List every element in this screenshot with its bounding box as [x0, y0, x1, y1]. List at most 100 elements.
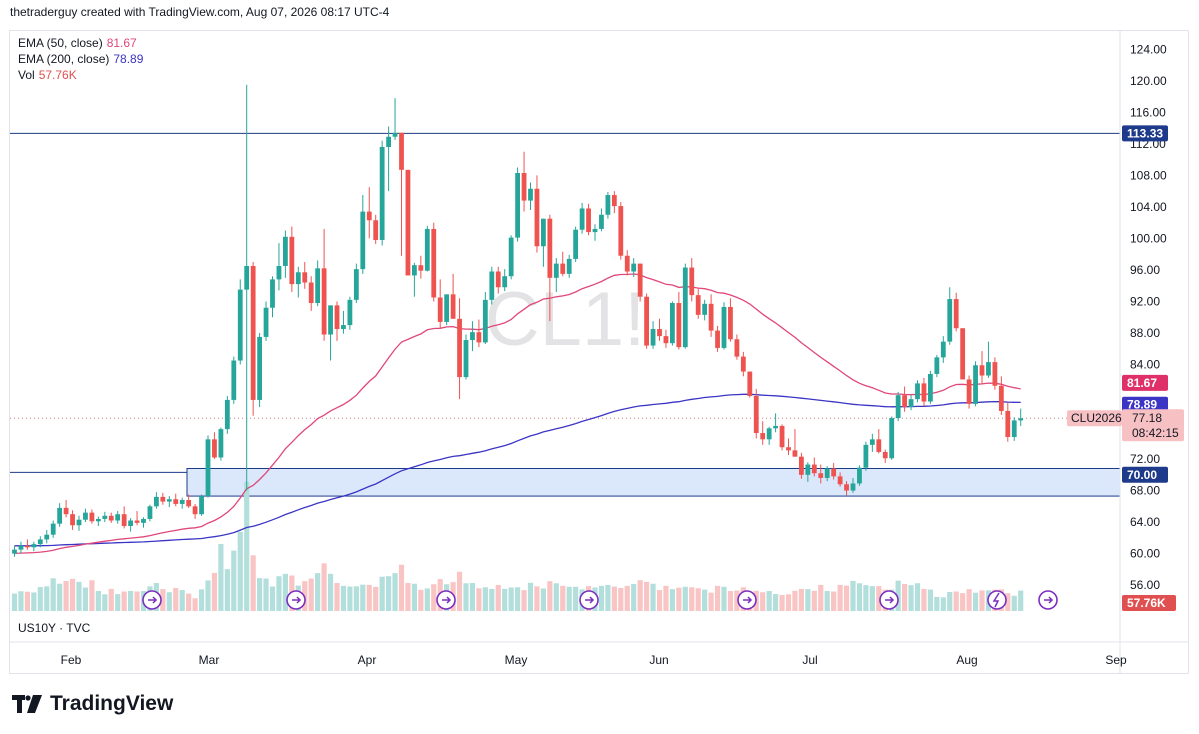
ema50-price-tag-text: 81.67 [1127, 376, 1157, 390]
candle-body [334, 305, 340, 330]
candle [657, 318, 662, 341]
event-marker-icon[interactable] [879, 590, 899, 610]
time-tick-label: Jun [649, 653, 668, 667]
candle [25, 539, 30, 550]
candle-body [379, 146, 385, 240]
candle-body [224, 399, 230, 430]
candle [992, 357, 998, 390]
volume-bar [334, 583, 340, 611]
candle-body [599, 214, 604, 229]
candle-body [947, 299, 953, 342]
event-marker-glyph [885, 596, 895, 604]
candle-body [573, 229, 579, 259]
event-marker-icon[interactable] [142, 590, 162, 610]
volume-bar [650, 583, 656, 611]
candle [528, 182, 533, 211]
candle [695, 288, 701, 319]
price-tick-label: 96.00 [1130, 263, 1160, 277]
candle [360, 195, 366, 274]
candle [637, 263, 643, 302]
candle [805, 462, 811, 482]
candle [579, 202, 585, 234]
candle [811, 457, 817, 477]
candle [618, 202, 624, 260]
candle [179, 497, 185, 509]
candle [676, 291, 682, 350]
candle [1011, 417, 1017, 441]
candle [37, 536, 43, 548]
candle-body [276, 265, 282, 280]
tradingview-logo[interactable]: TradingView [12, 692, 173, 716]
candle-body [328, 305, 333, 335]
volume-bar [534, 586, 540, 611]
volume-bar [205, 580, 211, 611]
candle-body [121, 514, 127, 527]
candle [928, 370, 933, 404]
legend-ema50[interactable]: EMA (50, close) 81.67 [18, 35, 143, 51]
candle-body [154, 496, 159, 507]
candle [283, 230, 288, 278]
legend-ema200[interactable]: EMA (200, close) 78.89 [18, 51, 143, 67]
candle-body [160, 496, 166, 502]
candle-body [773, 425, 778, 429]
candle-body [998, 385, 1004, 411]
candle [276, 243, 282, 291]
volume-bar [115, 594, 121, 611]
volume-bar [573, 586, 579, 611]
candle-body [405, 169, 411, 276]
candle-body [940, 341, 946, 358]
volume-bar [134, 591, 140, 611]
volume-bar [269, 586, 276, 611]
volume-bar [347, 586, 353, 611]
volume-bar [128, 591, 134, 611]
event-marker-icon[interactable] [286, 590, 306, 610]
event-marker-icon[interactable] [579, 590, 599, 610]
candle-body [915, 383, 920, 400]
candle-body [953, 299, 959, 329]
event-marker-icon[interactable] [436, 590, 456, 610]
volume-bar [669, 589, 675, 611]
time-tick-label: Feb [61, 653, 82, 667]
volume-bar [721, 586, 727, 611]
candle-body [257, 336, 262, 400]
volume-bar [1005, 593, 1011, 611]
volume-bar [618, 587, 624, 611]
volume-bar [418, 589, 424, 611]
event-marker-icon[interactable] [737, 590, 757, 610]
candle-body [470, 332, 475, 341]
candle [463, 334, 469, 380]
price-tick-label: 100.00 [1130, 231, 1167, 245]
volume-bar [702, 589, 708, 611]
candle-body [876, 439, 882, 452]
candle-body [341, 325, 346, 330]
candle-body [1011, 420, 1017, 437]
price-tick-label: 60.00 [1130, 547, 1160, 561]
candle [57, 503, 63, 527]
candle-body [250, 265, 256, 400]
candle-body [992, 362, 998, 386]
candle-body [689, 267, 695, 296]
candle [721, 302, 727, 350]
candle [947, 287, 953, 345]
volume-bar [327, 573, 334, 611]
candle [734, 334, 740, 360]
candle [973, 361, 978, 407]
last-price-text: 77.18 [1132, 411, 1162, 425]
volume-bar [869, 586, 875, 611]
event-marker-icon[interactable] [987, 590, 1007, 610]
candle-body [882, 451, 888, 459]
volume-bar [95, 591, 101, 611]
candle-body [212, 439, 217, 458]
volume-bar [89, 580, 95, 611]
resistance-price-tag-text: 113.33 [1127, 126, 1163, 140]
legend-volume[interactable]: Vol 57.76K [18, 67, 143, 83]
candle [670, 301, 675, 346]
event-marker-icon[interactable] [1038, 590, 1058, 610]
candle-body [566, 258, 572, 274]
volume-bar [192, 598, 198, 611]
volume-bar [57, 583, 63, 611]
candle-body [399, 132, 404, 170]
event-marker-circle [987, 590, 1007, 610]
candle [541, 218, 546, 267]
